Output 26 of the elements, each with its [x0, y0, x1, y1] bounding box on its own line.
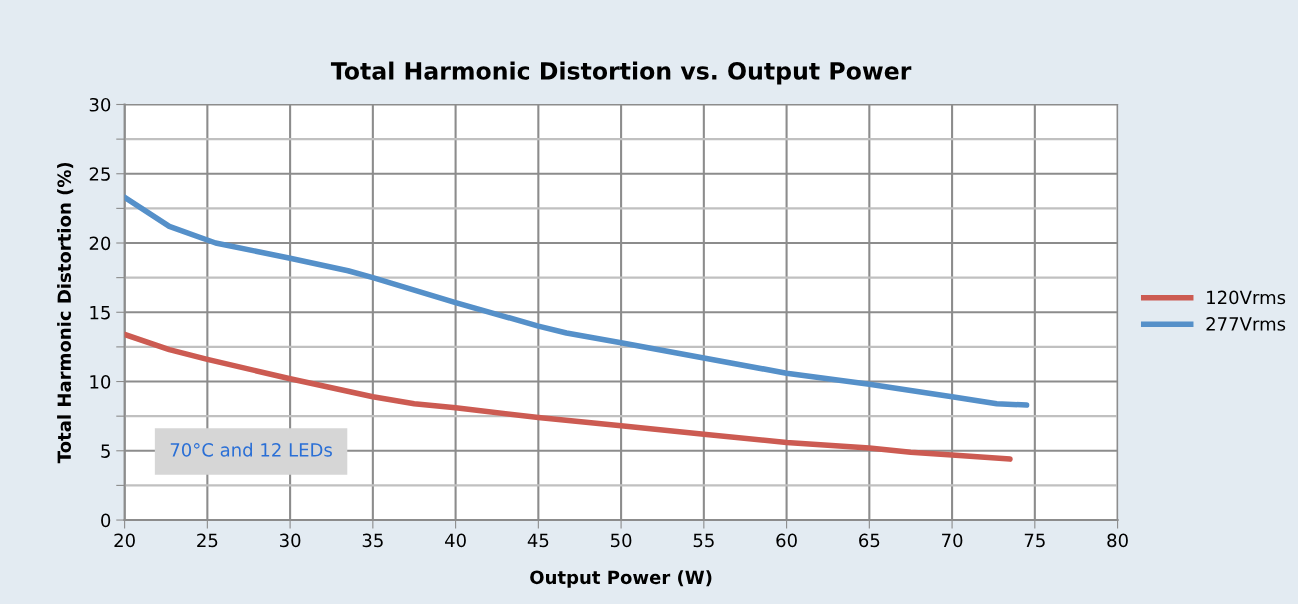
x-tick-label: 50: [611, 533, 632, 548]
y-tick-label: 10: [90, 374, 111, 389]
y-tick-label: 25: [89, 167, 110, 181]
x-tick-label: 40: [444, 533, 466, 548]
x-tick-label: 80: [1107, 533, 1128, 548]
x-tick-label: 55: [693, 533, 714, 548]
y-tick-label: 5: [101, 444, 110, 458]
x-axis-title: Output Power (W): [530, 570, 712, 588]
y-tick-label: 15: [90, 305, 110, 320]
x-tick-label: 30: [279, 533, 301, 548]
annotation: 70°C and 12 LEDs: [170, 442, 332, 457]
x-tick-label: 60: [776, 533, 797, 548]
y-axis-title: Total Harmonic Distortion (%): [57, 162, 74, 464]
y-tick-label: 30: [89, 97, 111, 112]
x-tick-label: 65: [859, 533, 880, 548]
x-tick-label: 20: [114, 533, 135, 548]
x-tick-label: 25: [197, 533, 218, 548]
legend-label: 120Vrms: [1207, 290, 1286, 305]
legend-label: 277Vrms: [1206, 317, 1286, 331]
x-tick-label: 70: [942, 533, 963, 548]
chart-title: Total Harmonic Distortion vs. Output Power: [330, 61, 912, 85]
y-tick-label: 0: [101, 513, 111, 528]
x-tick-label: 75: [1024, 533, 1045, 548]
x-tick-label: 35: [362, 533, 383, 548]
y-tick-label: 20: [89, 236, 111, 251]
x-tick-label: 45: [527, 533, 549, 548]
